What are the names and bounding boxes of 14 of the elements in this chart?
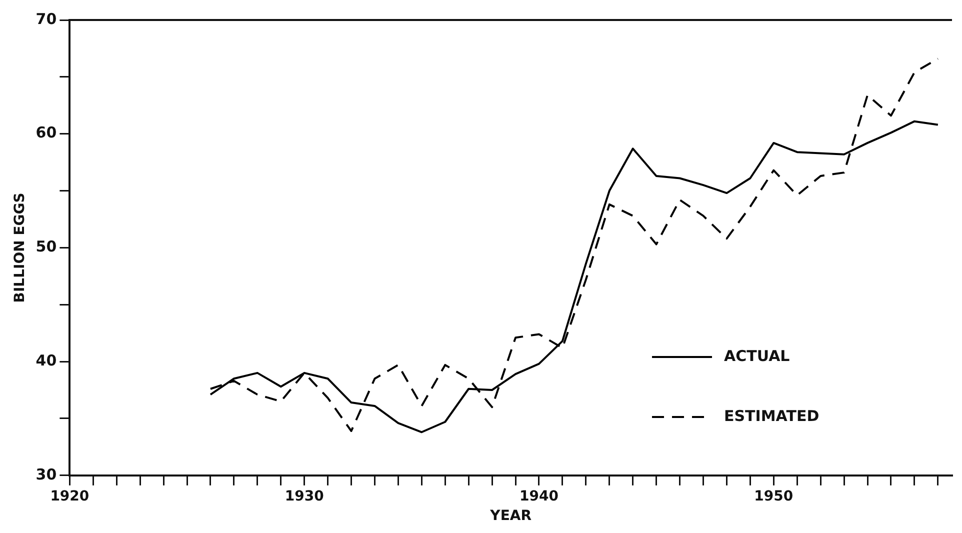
y-tick-label: 30 bbox=[36, 465, 57, 484]
y-axis-title: BILLION EGGS bbox=[12, 192, 28, 303]
legend-label: ACTUAL bbox=[724, 346, 790, 365]
legend-label: ESTIMATED bbox=[724, 406, 820, 425]
x-axis-title: YEAR bbox=[489, 508, 532, 524]
y-tick-label: 60 bbox=[36, 124, 57, 142]
x-tick-label: 1950 bbox=[754, 488, 794, 504]
line-series bbox=[209, 58, 939, 432]
x-tick-label: 1940 bbox=[520, 488, 559, 504]
y-tick-label: 70 bbox=[36, 10, 57, 28]
x-tick-label: 1920 bbox=[50, 488, 90, 504]
y-tick-label: 40 bbox=[36, 351, 57, 370]
y-tick-label: 50 bbox=[36, 238, 57, 256]
x-tick-label: 1930 bbox=[284, 488, 324, 504]
